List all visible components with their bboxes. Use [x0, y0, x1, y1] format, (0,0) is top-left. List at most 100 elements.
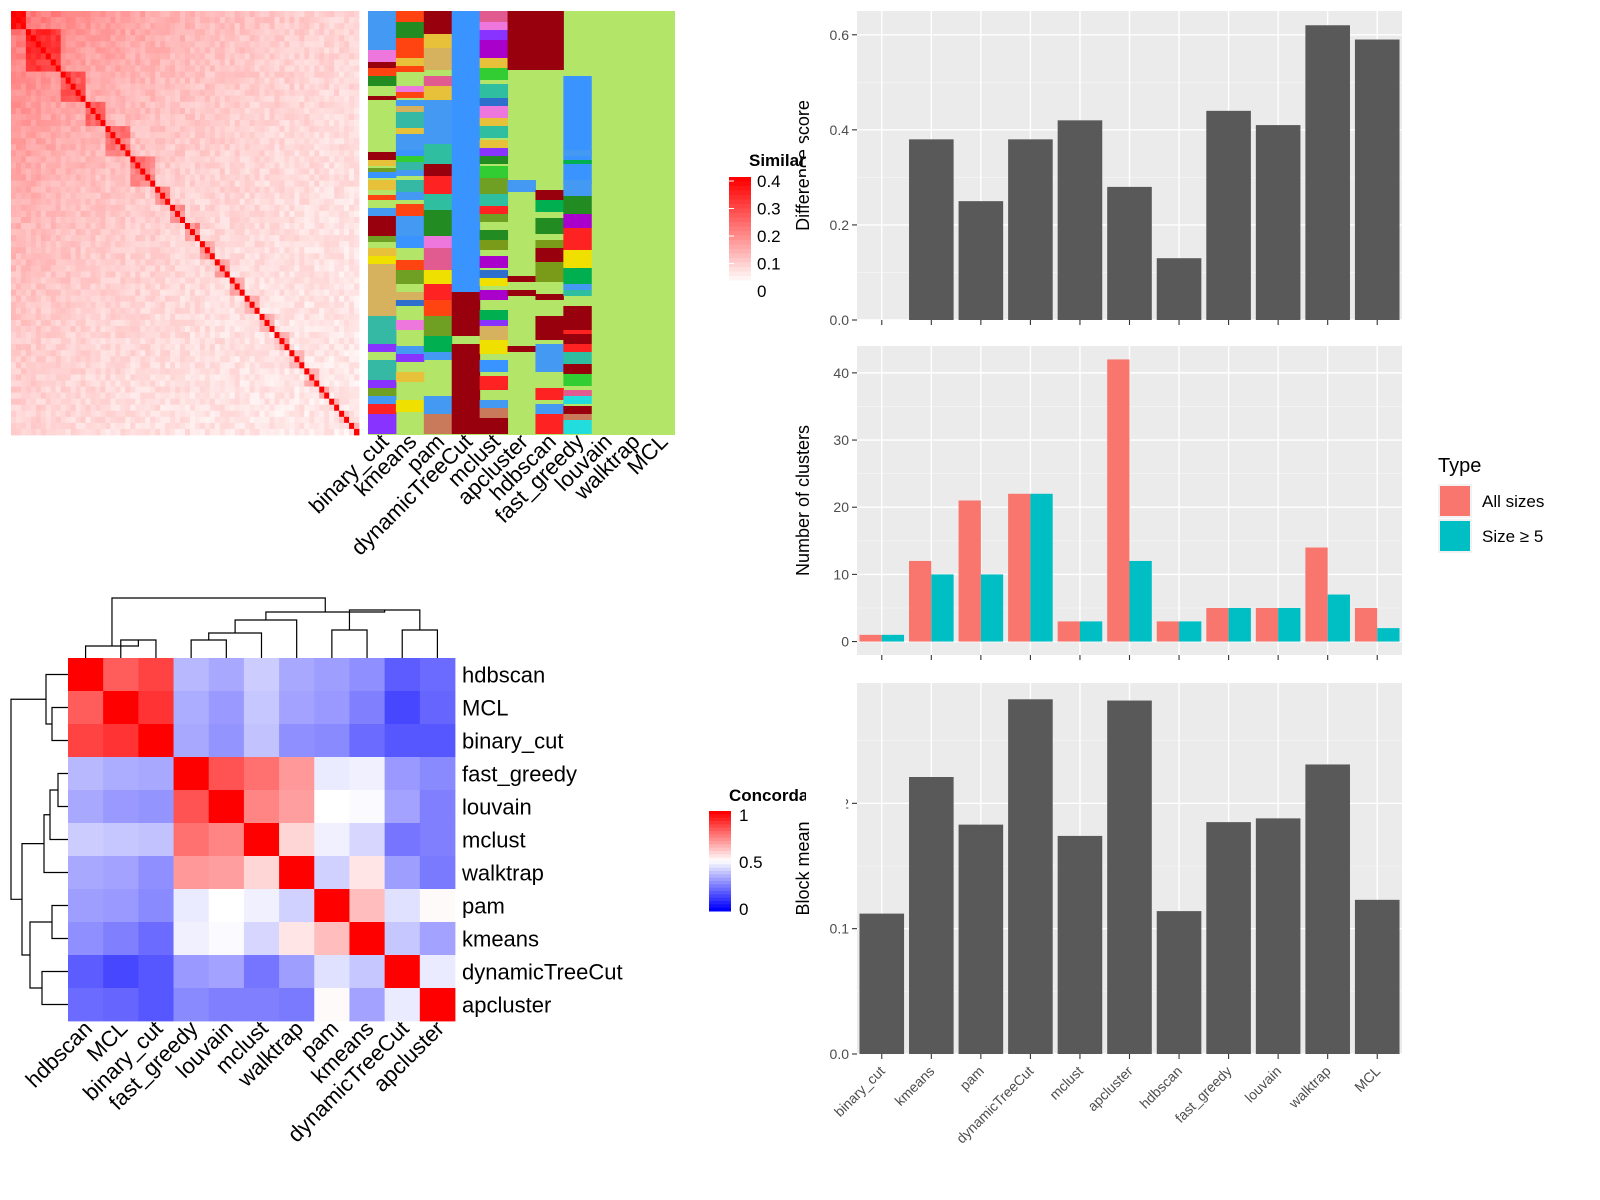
similarity-cell [135, 271, 141, 278]
similarity-cell [304, 313, 310, 321]
similarity-cell [11, 162, 17, 169]
similarity-cell [115, 120, 121, 127]
similarity-cell [15, 356, 22, 363]
similarity-cell [115, 241, 121, 248]
similarity-cell [120, 247, 126, 254]
similarity-cell [234, 229, 241, 236]
similarity-cell [199, 120, 206, 127]
similarity-cell [75, 247, 81, 254]
similarity-cell [299, 41, 305, 48]
similarity-cell [155, 301, 161, 309]
similarity-cell [165, 156, 171, 163]
similarity-cell [125, 241, 131, 248]
similarity-cell [339, 319, 345, 327]
assignment-segment [368, 208, 397, 216]
similarity-cell [140, 374, 146, 381]
similarity-cell [15, 416, 22, 424]
similarity-cell [150, 241, 156, 248]
similarity-cell [324, 374, 330, 381]
similarity-cell [264, 374, 270, 381]
similarity-cell [219, 410, 226, 418]
similarity-cell [224, 259, 231, 266]
similarity-cell [100, 386, 106, 393]
similarity-cell [259, 289, 265, 297]
similarity-cell [249, 344, 255, 351]
similarity-cell [150, 247, 156, 254]
similarity-cell [199, 313, 206, 321]
similarity-cell [45, 138, 52, 145]
similarity-cell [125, 362, 131, 369]
similarity-cell [209, 11, 216, 18]
similarity-cell [324, 198, 330, 206]
similarity-cell [239, 126, 246, 133]
similarity-cell [20, 380, 27, 387]
similarity-cell [40, 398, 47, 406]
similarity-cell [224, 23, 231, 30]
similarity-legend-tick-label: 0.4 [757, 172, 781, 191]
similarity-cell [259, 350, 265, 357]
similarity-cell [244, 83, 251, 91]
similarity-cell [90, 71, 96, 79]
similarity-cell [349, 350, 355, 357]
similarity-cell [145, 126, 151, 133]
similarity-cell [105, 283, 111, 291]
similarity-cell [294, 186, 300, 194]
similarity-cell [145, 47, 151, 54]
similarity-cell [175, 380, 181, 387]
similarity-cell [254, 150, 260, 157]
similarity-cell [254, 338, 260, 345]
similarity-cell [110, 416, 116, 424]
similarity-cell [294, 229, 300, 236]
similarity-cell [304, 174, 310, 181]
similarity-cell [120, 223, 126, 230]
similarity-cell [145, 23, 151, 30]
similarity-cell [90, 186, 96, 194]
similarity-cell [269, 247, 275, 254]
similarity-cell [125, 17, 131, 24]
similarity-cell [224, 350, 231, 357]
assignment-segment [368, 404, 397, 414]
similarity-cell [45, 332, 52, 339]
similarity-cell [180, 338, 186, 345]
similarity-cell [100, 210, 106, 218]
similarity-cell [329, 332, 335, 339]
similarity-cell [249, 362, 255, 369]
similarity-cell [239, 198, 246, 206]
similarity-cell [90, 338, 96, 345]
similarity-cell [185, 162, 191, 169]
similarity-cell [214, 410, 221, 418]
similarity-cell [284, 89, 290, 97]
similarity-cell [304, 180, 310, 188]
similarity-cell [55, 398, 62, 406]
similarity-cell [125, 29, 131, 36]
similarity-cell [249, 374, 255, 381]
similarity-cell [100, 47, 106, 54]
similarity-cell [185, 356, 191, 363]
similarity-cell [204, 89, 211, 97]
similarity-cell [150, 107, 156, 115]
similarity-cell [284, 23, 290, 30]
similarity-cell [349, 126, 355, 133]
similarity-cell [294, 277, 300, 284]
similarity-cell [55, 301, 62, 309]
similarity-cell [334, 156, 340, 163]
similarity-cell [269, 59, 275, 66]
similarity-cell [165, 204, 171, 212]
similarity-cell [344, 89, 350, 97]
similarity-cell [329, 319, 335, 327]
similarity-cell [284, 271, 290, 278]
similarity-cell [95, 313, 101, 321]
similarity-cell [160, 162, 166, 169]
similarity-cell [165, 338, 171, 345]
similarity-cell [150, 77, 156, 85]
similarity-cell [329, 11, 335, 18]
similarity-cell [329, 301, 335, 309]
similarity-cell [150, 156, 156, 163]
similarity-cell [160, 17, 166, 24]
similarity-cell [170, 95, 176, 103]
similarity-cell [214, 107, 221, 115]
similarity-cell [40, 95, 47, 103]
similarity-cell [354, 422, 360, 430]
similarity-cell [254, 132, 260, 139]
similarity-cell [30, 180, 37, 188]
